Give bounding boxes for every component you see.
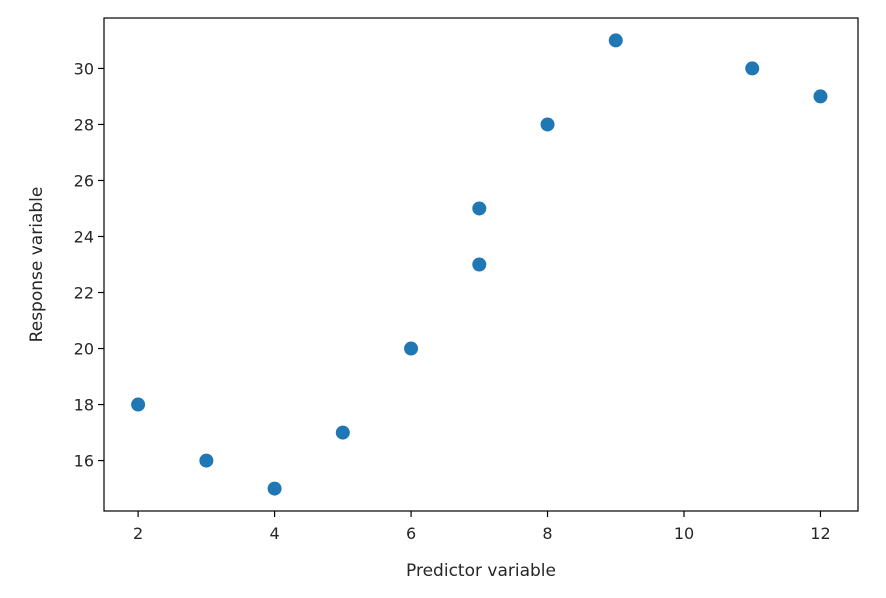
data-point-1 <box>131 397 146 412</box>
data-point-3 <box>267 481 282 496</box>
data-point-7 <box>472 201 487 216</box>
data-point-6 <box>472 257 487 272</box>
data-point-8 <box>540 117 555 132</box>
x-tick-label: 12 <box>810 524 830 543</box>
x-tick-label: 8 <box>542 524 552 543</box>
points-layer <box>131 33 828 496</box>
y-tick-label: 18 <box>74 396 94 415</box>
y-tick-label: 20 <box>74 340 94 359</box>
data-point-5 <box>404 341 419 356</box>
y-tick-label: 28 <box>74 115 94 134</box>
plot-area <box>103 17 859 512</box>
data-point-4 <box>335 425 350 440</box>
y-tick-label: 24 <box>74 227 94 246</box>
y-tick-label: 16 <box>74 452 94 471</box>
plot-frame <box>103 17 859 512</box>
x-axis-label: Predictor variable <box>406 561 556 581</box>
y-axis-ticks: 16 18 20 22 24 26 28 30 <box>74 59 104 471</box>
y-tick-label: 22 <box>74 284 94 303</box>
data-point-10 <box>745 61 760 76</box>
data-point-9 <box>608 33 623 48</box>
data-point-11 <box>813 89 828 104</box>
y-axis-label: Response variable <box>27 187 47 343</box>
x-tick-label: 10 <box>674 524 694 543</box>
x-tick-label: 6 <box>406 524 416 543</box>
data-point-2 <box>199 453 214 468</box>
x-axis-ticks: 2 4 6 8 10 12 <box>133 511 831 543</box>
y-tick-label: 26 <box>74 171 94 190</box>
x-tick-label: 4 <box>269 524 279 543</box>
x-tick-label: 2 <box>133 524 143 543</box>
y-tick-label: 30 <box>74 59 94 78</box>
